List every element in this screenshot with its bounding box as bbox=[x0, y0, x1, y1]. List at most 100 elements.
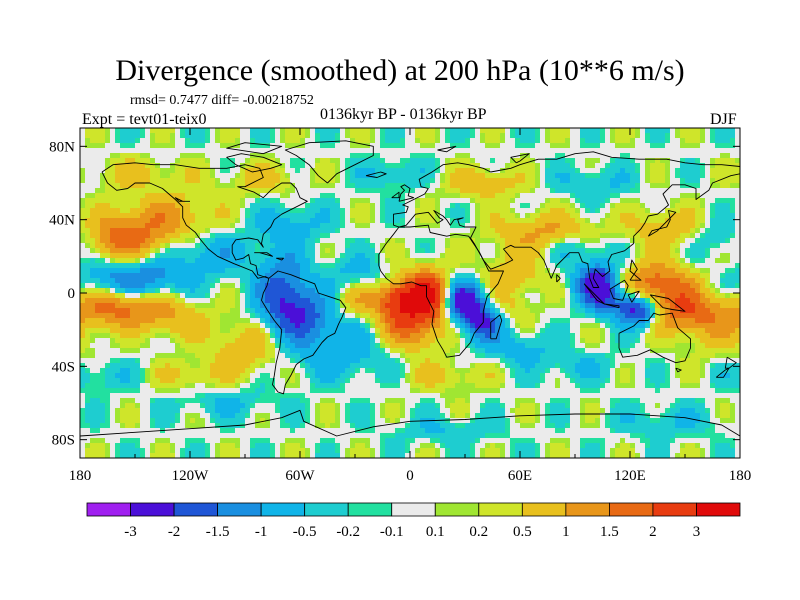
field-cell bbox=[640, 228, 646, 234]
field-cell bbox=[525, 218, 531, 224]
field-cell bbox=[710, 148, 716, 154]
field-cell bbox=[180, 268, 186, 274]
field-cell bbox=[575, 223, 581, 229]
field-cell bbox=[560, 133, 566, 139]
field-cell bbox=[350, 158, 356, 164]
field-cell bbox=[625, 303, 631, 309]
field-cell bbox=[160, 273, 166, 279]
field-cell bbox=[635, 163, 641, 169]
field-cell bbox=[440, 303, 446, 309]
field-cell bbox=[475, 183, 481, 189]
field-cell bbox=[390, 173, 396, 179]
field-cell bbox=[240, 193, 246, 199]
field-cell bbox=[450, 293, 456, 299]
field-cell bbox=[480, 308, 486, 314]
field-cell bbox=[275, 133, 281, 139]
field-cell bbox=[715, 153, 721, 159]
field-cell bbox=[565, 143, 571, 149]
field-cell bbox=[300, 133, 306, 139]
field-cell bbox=[510, 203, 516, 209]
field-cell bbox=[135, 308, 141, 314]
field-cell bbox=[540, 313, 546, 319]
field-cell bbox=[210, 253, 216, 259]
field-cell bbox=[120, 263, 126, 269]
field-cell bbox=[210, 188, 216, 194]
field-cell bbox=[290, 213, 296, 219]
field-cell bbox=[250, 303, 256, 309]
field-cell bbox=[495, 133, 501, 139]
field-cell bbox=[515, 278, 521, 284]
field-cell bbox=[355, 248, 361, 254]
field-cell bbox=[165, 198, 171, 204]
field-cell bbox=[445, 163, 451, 169]
field-cell bbox=[555, 313, 561, 319]
field-cell bbox=[590, 143, 596, 149]
field-cell bbox=[735, 208, 740, 214]
field-cell bbox=[440, 283, 446, 289]
field-cell bbox=[675, 253, 681, 259]
field-cell bbox=[270, 228, 276, 234]
field-cell bbox=[565, 283, 571, 289]
field-cell bbox=[540, 258, 546, 264]
field-cell bbox=[345, 148, 351, 154]
field-cell bbox=[480, 238, 486, 244]
field-cell bbox=[550, 238, 556, 244]
field-cell bbox=[620, 173, 626, 179]
field-cell bbox=[430, 283, 436, 289]
field-cell bbox=[450, 218, 456, 224]
field-cell bbox=[420, 178, 426, 184]
field-cell bbox=[180, 258, 186, 264]
field-cell bbox=[110, 173, 116, 179]
field-cell bbox=[225, 293, 231, 299]
field-cell bbox=[730, 263, 736, 269]
field-cell bbox=[135, 223, 141, 229]
field-cell bbox=[365, 313, 371, 319]
field-cell bbox=[350, 138, 356, 144]
field-cell bbox=[320, 283, 326, 289]
field-cell bbox=[730, 303, 736, 309]
field-cell bbox=[645, 278, 651, 284]
field-cell bbox=[425, 228, 431, 234]
field-cell bbox=[125, 313, 131, 319]
field-cell bbox=[535, 303, 541, 309]
field-cell bbox=[695, 228, 701, 234]
field-cell bbox=[160, 248, 166, 254]
field-cell bbox=[550, 288, 556, 294]
field-cell bbox=[445, 263, 451, 269]
field-cell bbox=[735, 273, 740, 279]
field-cell bbox=[230, 233, 236, 239]
field-cell bbox=[630, 238, 636, 244]
field-cell bbox=[205, 288, 211, 294]
field-cell bbox=[150, 198, 156, 204]
field-cell bbox=[425, 163, 431, 169]
field-cell bbox=[465, 248, 471, 254]
field-cell bbox=[130, 218, 136, 224]
field-cell bbox=[295, 313, 301, 319]
field-cell bbox=[375, 148, 381, 154]
field-cell bbox=[80, 228, 86, 234]
field-cell bbox=[90, 218, 96, 224]
field-cell bbox=[230, 133, 236, 139]
field-cell bbox=[165, 168, 171, 174]
field-cell bbox=[215, 258, 221, 264]
field-cell bbox=[420, 228, 426, 234]
field-cell bbox=[425, 148, 431, 154]
field-cell bbox=[320, 183, 326, 189]
field-cell bbox=[195, 138, 201, 144]
field-cell bbox=[135, 263, 141, 269]
field-cell bbox=[485, 233, 491, 239]
field-cell bbox=[235, 273, 241, 279]
field-cell bbox=[650, 268, 656, 274]
field-cell bbox=[625, 293, 631, 299]
field-cell bbox=[445, 158, 451, 164]
field-cell bbox=[695, 273, 701, 279]
field-cell bbox=[95, 133, 101, 139]
field-cell bbox=[355, 168, 361, 174]
field-cell bbox=[200, 233, 206, 239]
field-cell bbox=[605, 278, 611, 284]
field-cell bbox=[700, 193, 706, 199]
field-cell bbox=[395, 278, 401, 284]
field-cell bbox=[465, 153, 471, 159]
field-cell bbox=[500, 208, 506, 214]
field-cell bbox=[250, 248, 256, 254]
